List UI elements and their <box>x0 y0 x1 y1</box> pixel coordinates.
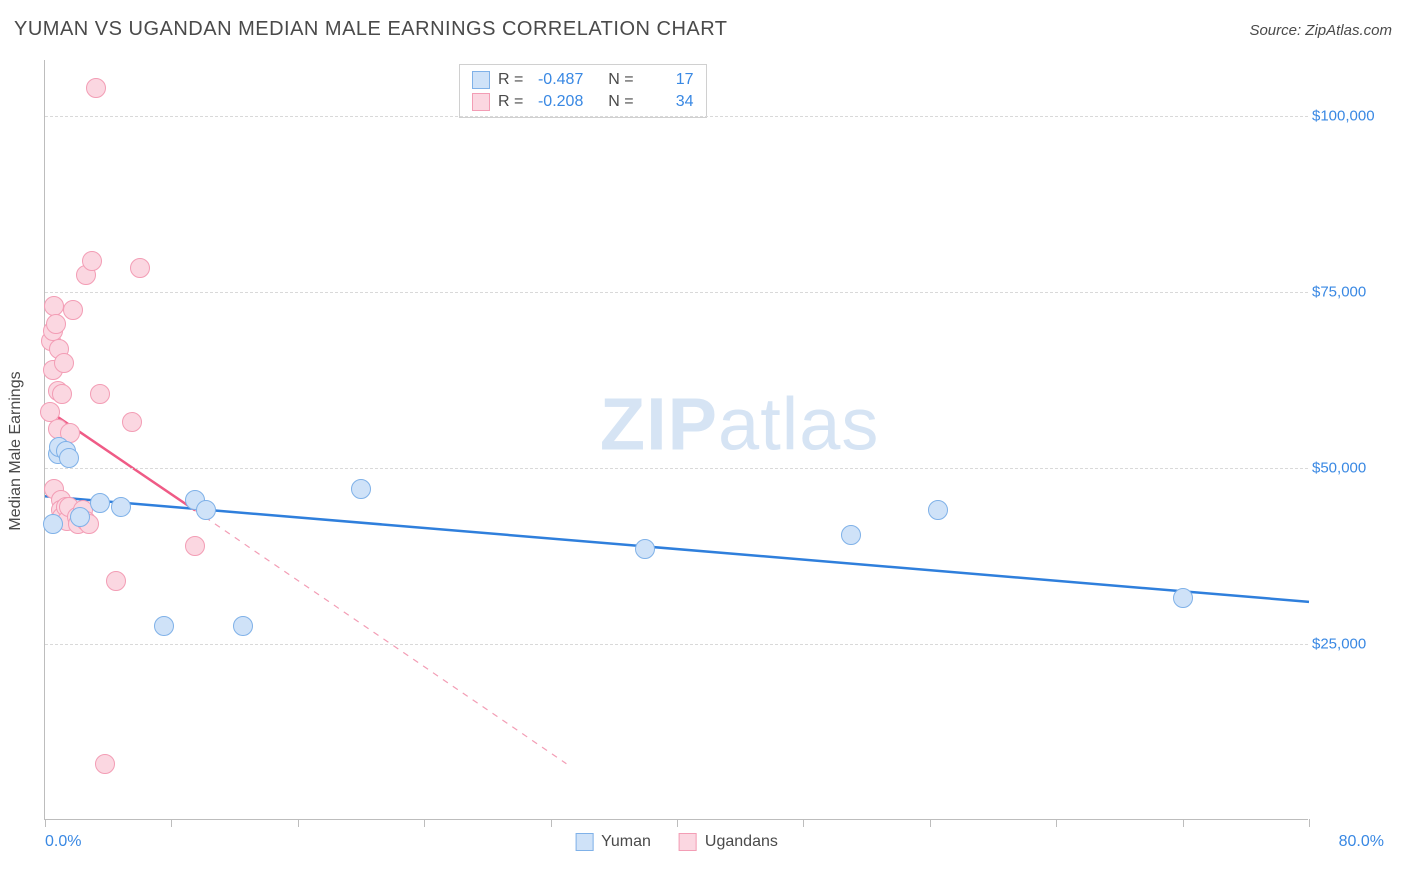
data-point <box>635 539 655 559</box>
legend-item-ugandans: Ugandans <box>679 833 778 851</box>
y-axis-label: Median Male Earnings <box>7 371 25 530</box>
y-tick-label: $25,000 <box>1312 636 1384 653</box>
x-axis-min-label: 0.0% <box>45 833 81 851</box>
data-point <box>52 384 72 404</box>
gridline <box>45 116 1308 117</box>
data-point <box>130 258 150 278</box>
data-point <box>46 314 66 334</box>
data-point <box>351 479 371 499</box>
data-point <box>1173 588 1193 608</box>
chart-header: YUMAN VS UGANDAN MEDIAN MALE EARNINGS CO… <box>14 18 1392 41</box>
plot-container: Median Male Earnings ZIPatlas R = -0.487… <box>44 60 1388 842</box>
data-point <box>43 514 63 534</box>
data-point <box>86 78 106 98</box>
x-axis-max-label: 80.0% <box>1339 833 1384 851</box>
series-legend: Yuman Ugandans <box>575 833 778 851</box>
x-tick <box>803 819 804 827</box>
data-point <box>154 616 174 636</box>
y-tick-label: $100,000 <box>1312 108 1384 125</box>
chart-source: Source: ZipAtlas.com <box>1249 22 1392 39</box>
data-point <box>70 507 90 527</box>
data-point <box>54 353 74 373</box>
yuman-swatch-icon <box>575 833 593 851</box>
data-point <box>95 754 115 774</box>
legend-row-yuman: R = -0.487 N = 17 <box>460 69 706 91</box>
correlation-legend: R = -0.487 N = 17 R = -0.208 N = 34 <box>459 64 707 118</box>
x-tick <box>171 819 172 827</box>
data-point <box>59 448 79 468</box>
data-point <box>90 493 110 513</box>
x-tick <box>45 819 46 827</box>
y-tick-label: $75,000 <box>1312 284 1384 301</box>
plot-area: ZIPatlas R = -0.487 N = 17 R = -0.208 N … <box>44 60 1308 820</box>
gridline <box>45 468 1308 469</box>
x-tick <box>930 819 931 827</box>
x-tick <box>1056 819 1057 827</box>
trend-line <box>45 496 1309 602</box>
yuman-swatch <box>472 71 490 89</box>
data-point <box>90 384 110 404</box>
x-tick <box>424 819 425 827</box>
gridline <box>45 292 1308 293</box>
data-point <box>82 251 102 271</box>
data-point <box>233 616 253 636</box>
x-tick <box>677 819 678 827</box>
ugandans-swatch-icon <box>679 833 697 851</box>
x-tick <box>1309 819 1310 827</box>
data-point <box>185 536 205 556</box>
ugandans-swatch <box>472 93 490 111</box>
trend-line <box>195 510 566 763</box>
data-point <box>63 300 83 320</box>
y-tick-label: $50,000 <box>1312 460 1384 477</box>
legend-item-yuman: Yuman <box>575 833 651 851</box>
legend-row-ugandans: R = -0.208 N = 34 <box>460 91 706 113</box>
data-point <box>111 497 131 517</box>
chart-title: YUMAN VS UGANDAN MEDIAN MALE EARNINGS CO… <box>14 18 728 41</box>
gridline <box>45 644 1308 645</box>
x-tick <box>1183 819 1184 827</box>
data-point <box>122 412 142 432</box>
data-point <box>106 571 126 591</box>
x-tick <box>551 819 552 827</box>
x-tick <box>298 819 299 827</box>
data-point <box>928 500 948 520</box>
data-point <box>841 525 861 545</box>
data-point <box>196 500 216 520</box>
watermark: ZIPatlas <box>600 382 879 467</box>
